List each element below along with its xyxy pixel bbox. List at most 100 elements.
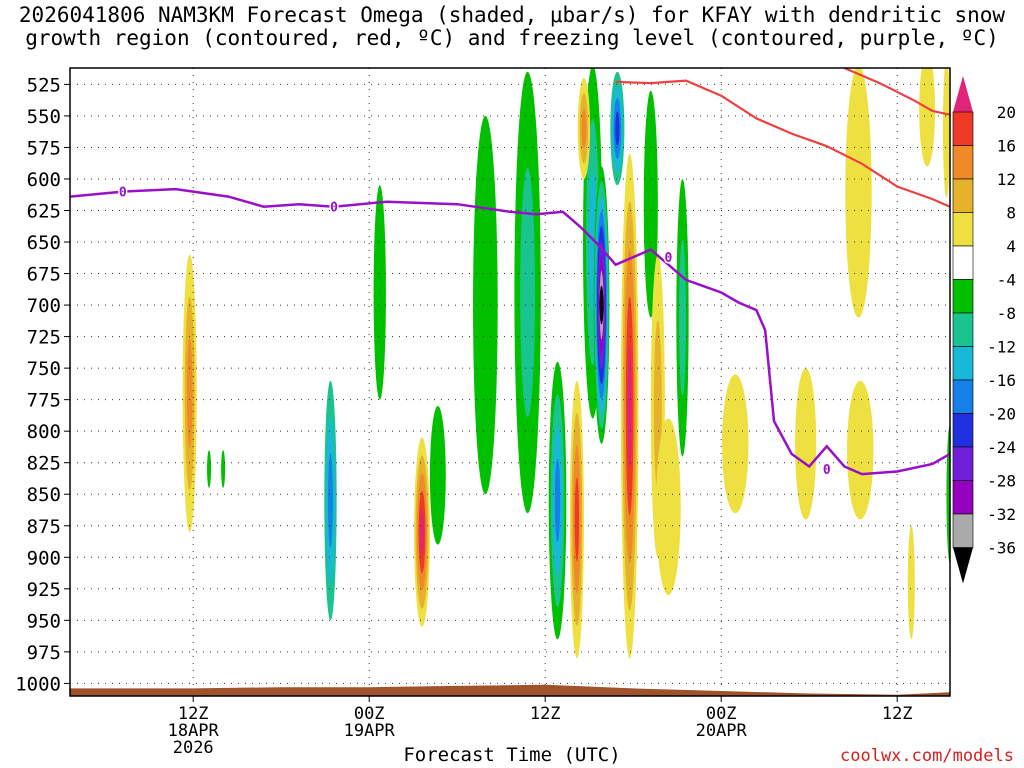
x-tick-label-1-1: 19APR bbox=[344, 721, 396, 741]
colorbar-segment-8 bbox=[952, 346, 974, 381]
colorbar-segment-1 bbox=[952, 111, 974, 146]
omega-blob-13-level-2 bbox=[581, 108, 587, 149]
y-tick-label-600: 600 bbox=[27, 169, 61, 191]
colorbar-top-arrow bbox=[953, 76, 973, 112]
y-tick-label-800: 800 bbox=[27, 421, 61, 443]
omega-blob-1-level-0 bbox=[207, 450, 212, 488]
omega-blob-4-level-0 bbox=[373, 185, 386, 400]
y-tick-label-850: 850 bbox=[27, 484, 61, 506]
freezing-level-line bbox=[70, 187, 950, 476]
y-tick-label-825: 825 bbox=[27, 453, 61, 475]
omega-blob-19-level-0 bbox=[656, 418, 681, 596]
y-tick-label-575: 575 bbox=[27, 137, 61, 159]
colorbar-label-5: -4 bbox=[997, 271, 1016, 290]
colorbar-label-11: -28 bbox=[987, 472, 1016, 491]
y-tick-label-525: 525 bbox=[27, 74, 61, 96]
x-tick-label-0-2: 2026 bbox=[173, 738, 214, 758]
omega-blob-10-level-3 bbox=[574, 477, 580, 562]
x-tick-label-4-0: 12Z bbox=[882, 704, 913, 724]
x-tick-label-0-0: 12Z bbox=[178, 704, 209, 724]
dgz-contour-line-0 bbox=[615, 79, 950, 208]
y-tick-label-675: 675 bbox=[27, 264, 61, 286]
y-tick-label-900: 900 bbox=[27, 547, 61, 569]
omega-blob-24-level-0 bbox=[845, 68, 872, 318]
colorbar-label-4: 4 bbox=[1006, 237, 1016, 256]
chart-title-line2: growth region (contoured, red, ºC) and f… bbox=[25, 26, 999, 50]
freezing-level-label-0: 0 bbox=[119, 186, 127, 201]
y-tick-label-975: 975 bbox=[27, 642, 61, 664]
omega-blob-2-level-0 bbox=[221, 450, 226, 488]
omega-blob-8-level-1 bbox=[520, 167, 536, 418]
colorbar-segment-13 bbox=[952, 513, 974, 548]
omega-blob-7-level-0 bbox=[473, 115, 498, 495]
x-tick-label-0-1: 18APR bbox=[168, 721, 220, 741]
omega-blob-15-level-4 bbox=[627, 344, 632, 468]
omega-blob-23-level-0 bbox=[907, 525, 915, 640]
colorbar-segment-2 bbox=[952, 145, 974, 180]
x-tick-label-3-0: 00Z bbox=[706, 704, 737, 724]
freezing-level-labels: 0 0 0 0 bbox=[117, 184, 832, 479]
colorbar-label-1: 16 bbox=[997, 137, 1016, 156]
colorbar: 20 16 12 8 4 -4 -8 -12 -16 -20 -24 -28 -32 -36 bbox=[952, 76, 1016, 584]
y-tick-label-650: 650 bbox=[27, 232, 61, 254]
y-tick-label-925: 925 bbox=[27, 579, 61, 601]
omega-blob-22-level-0 bbox=[847, 380, 874, 520]
y-tick-label-700: 700 bbox=[27, 295, 61, 317]
freezing-level-label-1: 0 bbox=[330, 201, 338, 216]
omega-blob-21-level-0 bbox=[795, 368, 817, 520]
y-tick-label-1000: 1000 bbox=[15, 673, 61, 695]
omega-blob-16-level-0 bbox=[643, 90, 658, 318]
colorbar-label-2: 12 bbox=[997, 170, 1016, 189]
colorbar-label-12: -32 bbox=[987, 505, 1016, 524]
y-tick-label-625: 625 bbox=[27, 200, 61, 222]
omega-shading bbox=[182, 68, 950, 659]
colorbar-label-7: -12 bbox=[987, 338, 1016, 357]
plot-frame bbox=[69, 67, 951, 697]
credit-text: coolwx.com/models bbox=[840, 746, 1014, 766]
freezing-level-label-2: 0 bbox=[664, 251, 672, 266]
omega-blob-26-level-0 bbox=[942, 68, 950, 198]
y-tick-label-775: 775 bbox=[27, 390, 61, 412]
y-tick-label-725: 725 bbox=[27, 327, 61, 349]
omega-blob-5-level-4 bbox=[420, 508, 424, 556]
x-tick-label-3-1: 20APR bbox=[696, 721, 748, 741]
omega-blob-12-level-8 bbox=[599, 285, 604, 325]
omega-blob-20-level-0 bbox=[722, 374, 749, 514]
colorbar-label-0: 20 bbox=[997, 103, 1016, 122]
colorbar-segment-12 bbox=[952, 480, 974, 515]
omega-blob-3-level-2 bbox=[328, 453, 333, 548]
terrain bbox=[70, 684, 950, 696]
y-axis: 525 550 575 600 625 650 675 700 725 750 775 800 825 8… bbox=[15, 74, 70, 695]
grid bbox=[70, 68, 950, 696]
omega-blob-18-level-1 bbox=[678, 239, 686, 397]
colorbar-label-3: 8 bbox=[1006, 204, 1016, 223]
dgz-contours bbox=[615, 68, 950, 208]
y-tick-label-550: 550 bbox=[27, 106, 61, 128]
colorbar-segment-6 bbox=[952, 279, 974, 314]
colorbar-bottom-arrow bbox=[953, 547, 973, 584]
y-tick-label-950: 950 bbox=[27, 610, 61, 632]
omega-blob-0-level-2 bbox=[186, 338, 193, 448]
chart-title: 2026041806 NAM3KM Forecast Omega (shaded… bbox=[0, 4, 1024, 50]
colorbar-label-10: -24 bbox=[987, 438, 1016, 457]
colorbar-segment-4 bbox=[952, 212, 974, 247]
colorbar-segment-7 bbox=[952, 312, 974, 347]
colorbar-segment-9 bbox=[952, 379, 974, 414]
dgz-contour-line-1 bbox=[843, 68, 950, 116]
chart-title-line1: 2026041806 NAM3KM Forecast Omega (shaded… bbox=[18, 3, 1006, 27]
colorbar-segment-10 bbox=[952, 413, 974, 448]
freezing-level-label-3: 0 bbox=[823, 463, 831, 478]
colorbar-label-8: -16 bbox=[987, 371, 1016, 390]
colorbar-label-13: -36 bbox=[987, 539, 1016, 558]
omega-blob-9-level-3 bbox=[554, 458, 561, 543]
omega-blob-27-level-0 bbox=[946, 424, 950, 564]
y-tick-label-750: 750 bbox=[27, 358, 61, 380]
omega-blob-14-level-3 bbox=[615, 111, 620, 146]
x-tick-label-2-0: 12Z bbox=[530, 704, 561, 724]
plot-area: 0 0 0 0 bbox=[70, 68, 950, 696]
omega-blob-6-level-0 bbox=[429, 405, 446, 545]
colorbar-segment-11 bbox=[952, 446, 974, 481]
omega-blob-25-level-0 bbox=[919, 68, 936, 167]
